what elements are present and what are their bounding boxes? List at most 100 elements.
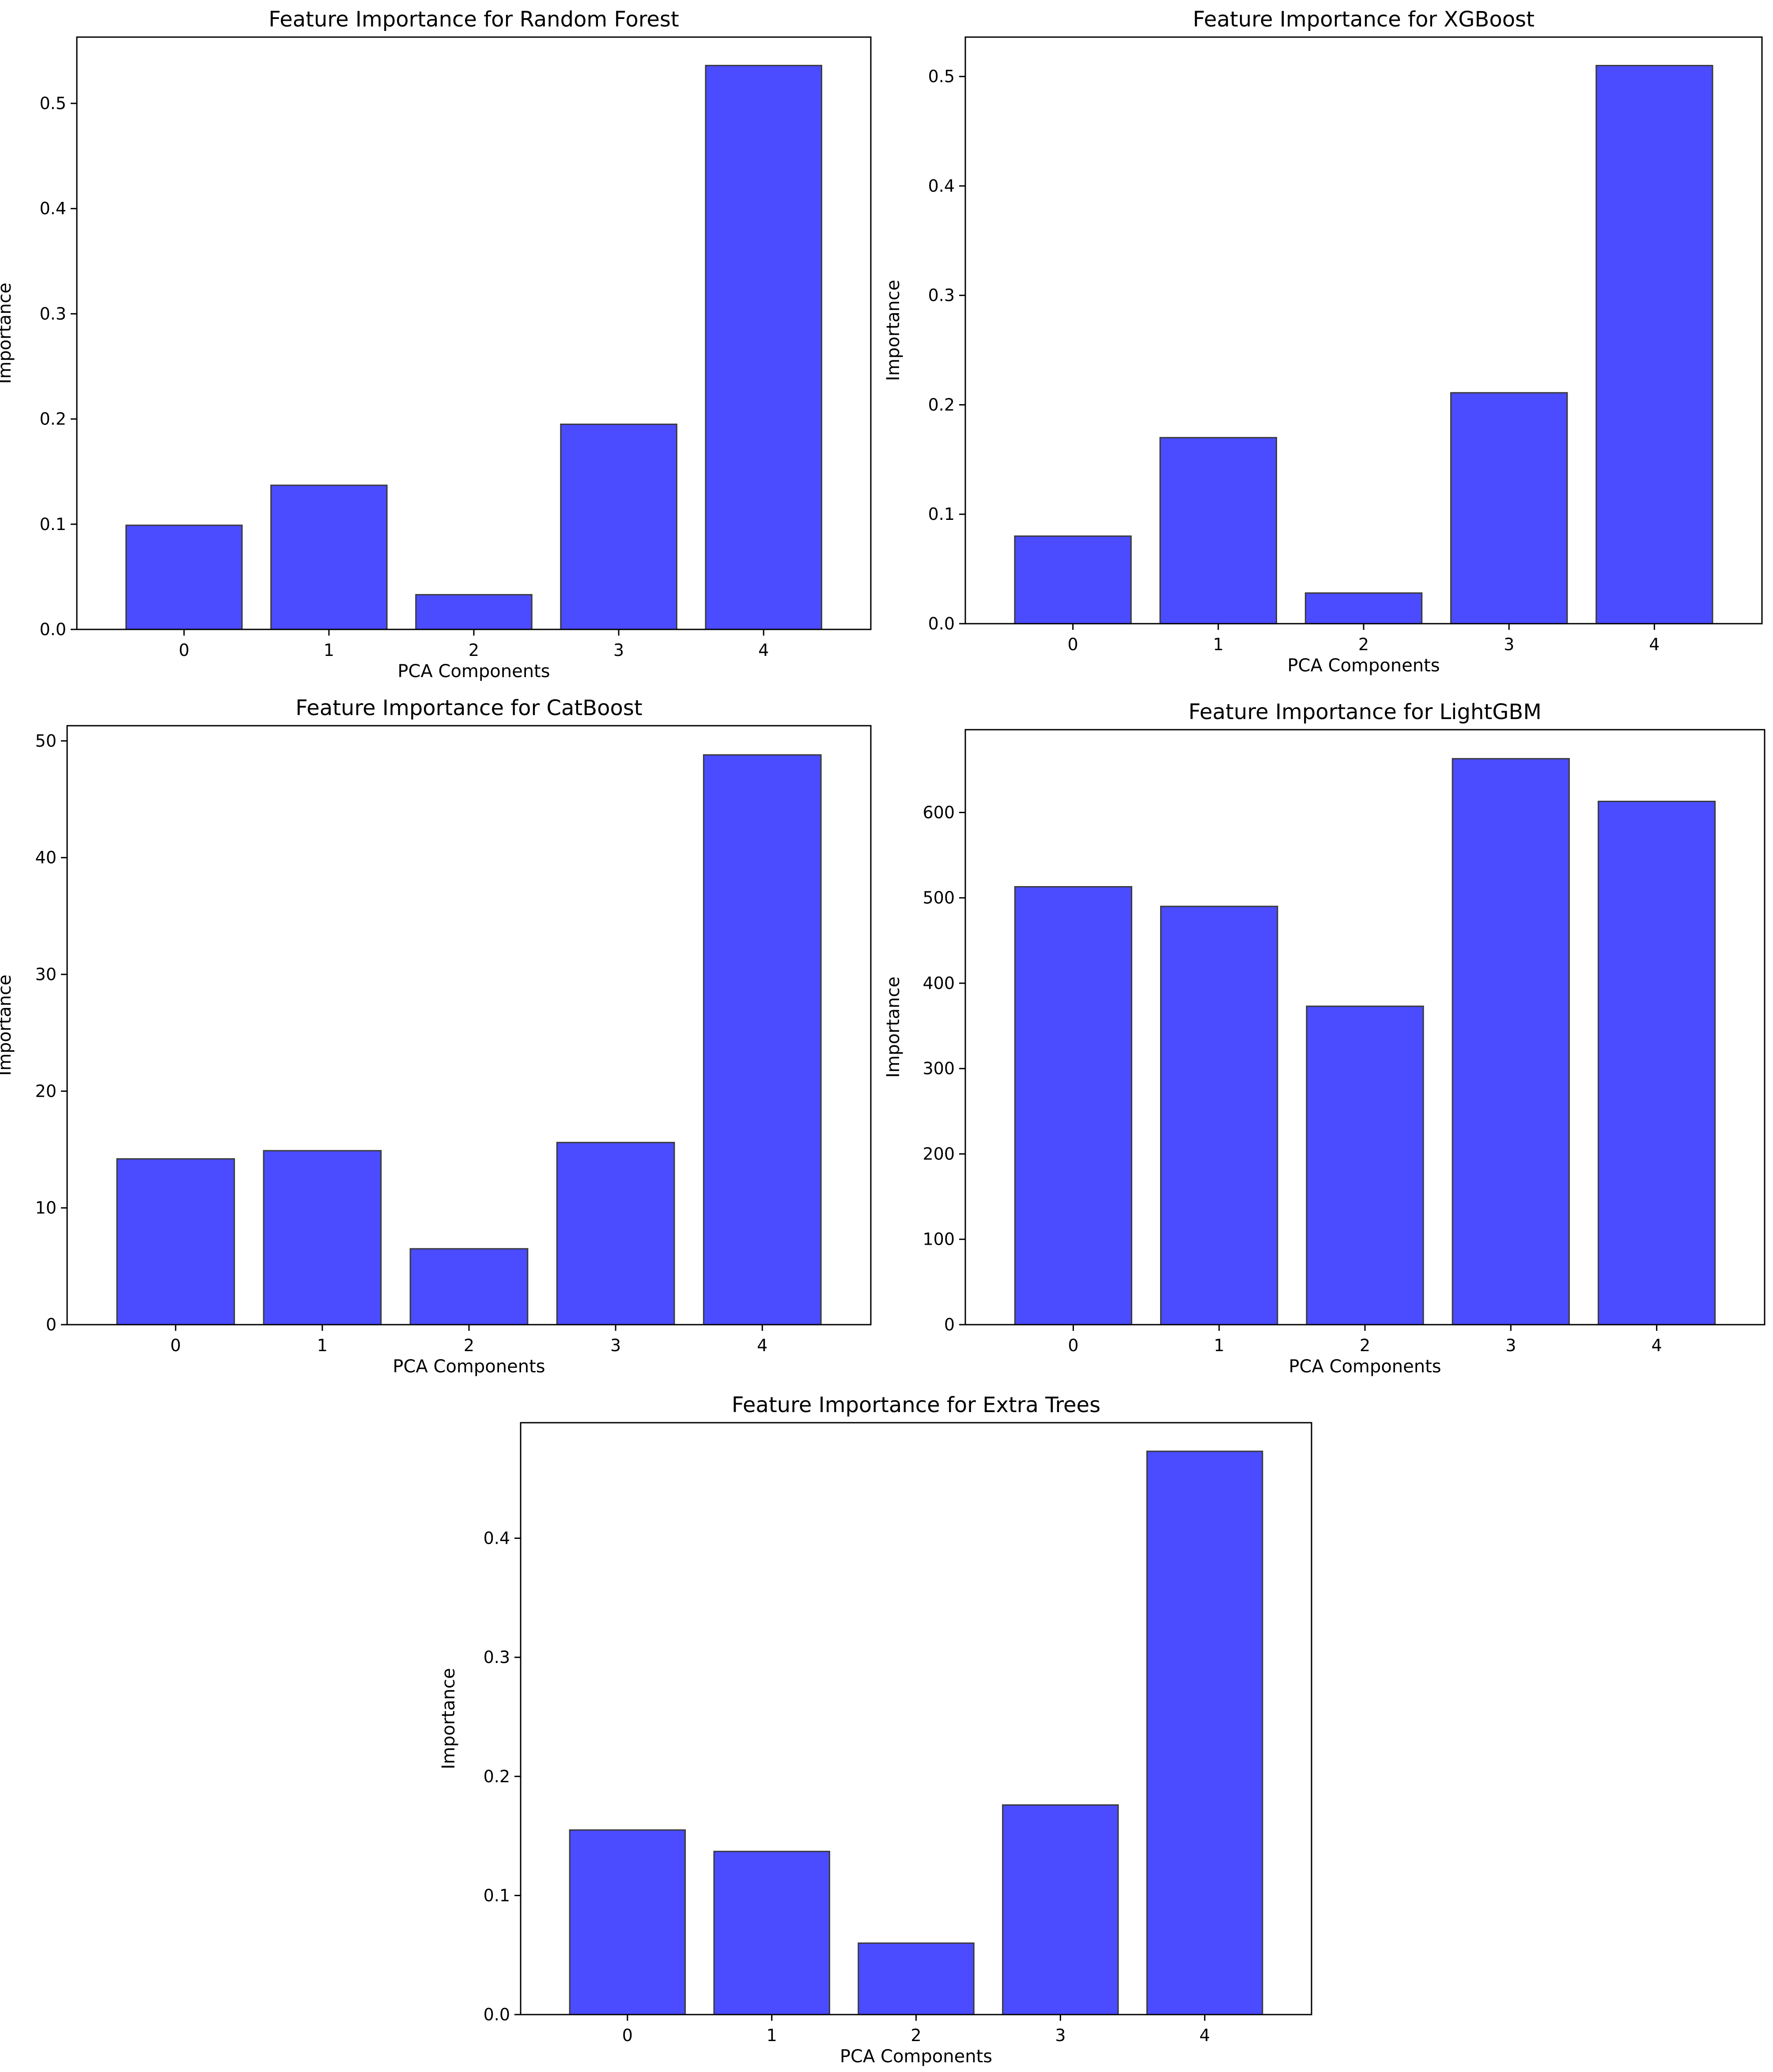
x-tick-label: 0 — [1068, 635, 1078, 654]
y-tick-label: 40 — [35, 848, 57, 867]
x-axis-label: PCA Components — [397, 661, 550, 682]
bar-random-forest-4 — [705, 64, 822, 630]
y-tick-label: 0.0 — [928, 614, 955, 633]
y-tick-label: 0.4 — [484, 1529, 510, 1548]
y-tick-label: 0.4 — [928, 176, 955, 196]
y-axis-label: Importance — [439, 1668, 459, 1769]
y-axis-label: Importance — [883, 280, 904, 381]
y-axis-label: Importance — [0, 283, 15, 384]
y-tick-label: 300 — [922, 1059, 955, 1078]
x-tick-label: 1 — [317, 1336, 328, 1355]
x-tick-label: 4 — [758, 640, 769, 660]
y-tick-label: 0 — [944, 1315, 955, 1334]
y-tick-label: 200 — [922, 1144, 955, 1163]
x-axis-label: PCA Components — [840, 2046, 992, 2067]
bar-catboost-3 — [556, 1142, 675, 1326]
x-tick-label: 4 — [1649, 635, 1660, 654]
y-tick-label: 10 — [35, 1198, 57, 1218]
bar-xgboost-3 — [1450, 392, 1568, 625]
y-tick-label: 100 — [922, 1230, 955, 1249]
bar-extra-trees-4 — [1146, 1451, 1263, 2015]
x-tick-label: 2 — [469, 640, 479, 660]
x-tick-label: 3 — [1055, 2026, 1066, 2045]
x-tick-label: 3 — [610, 1336, 621, 1355]
bar-catboost-4 — [703, 754, 822, 1326]
bar-lightgbm-4 — [1597, 800, 1716, 1326]
y-tick-label: 0.2 — [40, 409, 66, 429]
chart-title: Feature Importance for Random Forest — [268, 7, 679, 32]
bar-lightgbm-1 — [1160, 905, 1278, 1326]
x-axis-label: PCA Components — [393, 1356, 545, 1377]
y-tick-label: 0.0 — [40, 620, 66, 639]
bar-extra-trees-3 — [1002, 1804, 1119, 2015]
chart-lightgbm: 0 1 2 3 4 0 100 200 300 400 500 600 Feature Importan… — [883, 700, 1765, 1377]
x-tick-label: 3 — [1504, 635, 1514, 654]
y-tick-label: 0.1 — [40, 515, 66, 534]
x-tick-label: 0 — [170, 1336, 181, 1355]
y-axis-label: Importance — [883, 977, 904, 1078]
y-tick-label: 0 — [46, 1315, 57, 1334]
bar-random-forest-3 — [560, 424, 677, 630]
bar-random-forest-1 — [270, 485, 388, 630]
x-tick-label: 4 — [1651, 1336, 1662, 1355]
bar-random-forest-0 — [125, 524, 243, 630]
y-tick-label: 0.3 — [928, 286, 955, 305]
bar-extra-trees-1 — [713, 1851, 830, 2015]
x-tick-label: 4 — [1199, 2026, 1210, 2045]
x-tick-label: 3 — [1505, 1336, 1516, 1355]
y-tick-label: 0.5 — [40, 94, 66, 113]
bar-xgboost-2 — [1304, 592, 1423, 625]
x-tick-label: 1 — [1214, 1336, 1225, 1355]
y-tick-label: 0.4 — [40, 199, 66, 218]
x-tick-label: 2 — [1360, 1336, 1370, 1355]
x-axis-label: PCA Components — [1287, 655, 1440, 676]
bar-lightgbm-2 — [1306, 1005, 1424, 1326]
y-tick-label: 0.5 — [928, 67, 955, 86]
x-tick-label: 2 — [464, 1336, 474, 1355]
y-tick-label: 30 — [35, 965, 57, 984]
x-tick-label: 1 — [1213, 635, 1224, 654]
bar-catboost-0 — [116, 1158, 235, 1326]
y-tick-label: 0.0 — [484, 2005, 510, 2024]
y-tick-label: 600 — [922, 803, 955, 822]
y-tick-label: 500 — [922, 888, 955, 908]
x-axis-label: PCA Components — [1289, 1356, 1441, 1377]
bar-xgboost-1 — [1159, 437, 1277, 625]
y-tick-label: 400 — [922, 973, 955, 993]
chart-title: Feature Importance for XGBoost — [1193, 7, 1535, 32]
chart-title: Feature Importance for Extra Trees — [732, 1393, 1100, 1417]
bar-xgboost-4 — [1595, 64, 1713, 625]
x-tick-label: 4 — [757, 1336, 767, 1355]
chart-extra-trees: 0 1 2 3 4 0.0 0.1 0.2 0.3 0.4 Feature Importance f… — [439, 1393, 1312, 2067]
y-tick-label: 0.3 — [40, 304, 66, 323]
y-tick-label: 20 — [35, 1081, 57, 1101]
x-tick-label: 2 — [911, 2026, 921, 2045]
x-tick-label: 0 — [179, 640, 189, 660]
bar-extra-trees-0 — [569, 1829, 686, 2015]
x-tick-label: 1 — [324, 640, 334, 660]
x-tick-label: 0 — [622, 2026, 633, 2045]
chart-xgboost: 0 1 2 3 4 0.0 0.1 0.2 0.3 0.4 0.5 Feature Importanc… — [883, 7, 1763, 676]
bar-lightgbm-0 — [1014, 886, 1133, 1326]
bar-random-forest-2 — [415, 594, 533, 630]
x-tick-label: 1 — [767, 2026, 777, 2045]
y-tick-label: 0.2 — [484, 1767, 510, 1786]
chart-title: Feature Importance for LightGBM — [1188, 700, 1542, 724]
y-tick-label: 0.3 — [484, 1648, 510, 1667]
y-tick-label: 50 — [35, 731, 57, 750]
bar-catboost-1 — [263, 1150, 382, 1326]
y-axis-label: Importance — [0, 974, 15, 1076]
bar-extra-trees-2 — [858, 1942, 975, 2015]
chart-random-forest: 0 1 2 3 4 0.0 0.1 0.2 0.3 0.4 0.5 Feature Importanc… — [0, 7, 872, 682]
y-tick-label: 0.2 — [928, 395, 955, 414]
x-tick-label: 2 — [1358, 635, 1369, 654]
x-tick-label: 3 — [613, 640, 624, 660]
bar-catboost-2 — [409, 1248, 529, 1326]
bar-xgboost-0 — [1014, 535, 1132, 625]
chart-title: Feature Importance for CatBoost — [295, 696, 642, 720]
x-tick-label: 0 — [1068, 1336, 1078, 1355]
bar-lightgbm-3 — [1452, 758, 1570, 1326]
y-tick-label: 0.1 — [484, 1886, 510, 1905]
